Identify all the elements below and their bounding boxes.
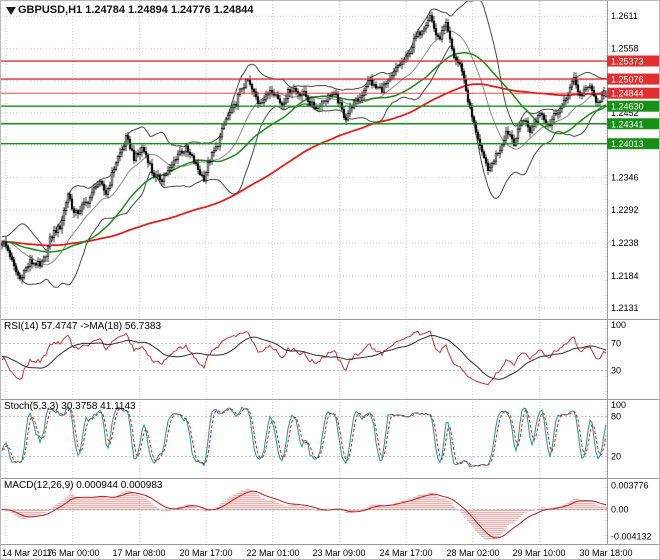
indicator-axis-tick: 0.00	[611, 505, 629, 515]
indicator-axis-tick: -0.004132	[611, 531, 652, 541]
price-badge-label: 1.25076	[611, 75, 644, 85]
price-badge-label: 1.24844	[611, 89, 644, 99]
indicator-axis-tick: 30	[611, 366, 621, 376]
time-axis-label: 24 Mar 17:00	[379, 548, 433, 558]
macd-pane[interactable]: 0.003776 0.00 -0.004132	[1, 478, 660, 544]
chart-marker-icon	[6, 7, 16, 15]
time-axis-label: 17 Mar 08:00	[112, 548, 166, 558]
indicator-axis-tick: 100	[611, 320, 626, 330]
price-badge-support	[607, 138, 659, 150]
macd-signal-line	[1, 490, 607, 539]
macd-histogram	[1, 488, 607, 540]
time-axis-label: 22 Mar 01:00	[246, 548, 300, 558]
time-axis-label: 30 Mar 18:00	[579, 548, 633, 558]
fast-ma-line	[2, 52, 607, 253]
candles-bullish	[1, 15, 607, 280]
bollinger-upper-band	[2, 1, 607, 252]
rsi-pane[interactable]: 100 70 30	[1, 319, 660, 399]
price-badge-label: 1.24630	[611, 102, 644, 112]
slow-ma-line	[1, 83, 607, 247]
price-axis-tick: 1.2184	[611, 271, 639, 281]
time-axis-label: 14 Mar 2017	[2, 548, 53, 558]
price-badge-support	[607, 118, 659, 130]
price-badge-label: 1.24341	[611, 119, 644, 129]
price-axis-tick: 1.2292	[611, 205, 639, 215]
price-axis-tick: 1.2238	[611, 238, 639, 248]
price-badge-label: 1.25373	[611, 57, 644, 67]
price-axis-tick: 1.2558	[611, 43, 639, 53]
indicator-axis-tick: 70	[611, 338, 621, 348]
rsi-ma-line	[2, 334, 607, 380]
price-badge-label: 1.24013	[611, 139, 644, 149]
time-axis-label: 16 Mar 00:00	[46, 548, 100, 558]
time-axis-label: 29 Mar 10:00	[512, 548, 566, 558]
indicator-axis-tick: 80	[611, 411, 621, 421]
price-badge-support	[607, 100, 659, 112]
price-badge-resistance	[607, 73, 659, 85]
price-badge-bid	[607, 87, 659, 99]
price-axis-tick: 1.2131	[611, 303, 639, 313]
candles-bearish	[4, 15, 600, 280]
indicator-axis-tick: 100	[611, 400, 626, 410]
stochastic-main-line	[1, 406, 607, 468]
indicator-axis-tick: 20	[611, 452, 621, 462]
time-axis[interactable]: 14 Mar 2017 16 Mar 00:00 17 Mar 08:00 20 Ma…	[1, 544, 659, 559]
price-axis-tick: 1.2452	[611, 108, 639, 118]
time-axis-label: 20 Mar 17:00	[179, 548, 233, 558]
price-axis-tick: 1.2346	[611, 172, 639, 182]
price-axis-tick: 1.2611	[611, 11, 638, 21]
indicator-axis-tick: 0.003776	[611, 480, 649, 490]
main-chart-pane[interactable]: 1.2611 1.2558 1.2452 1.2346 1.2292 1.2238 1.21…	[1, 1, 660, 319]
price-badge-resistance	[607, 55, 659, 67]
bollinger-lower-band	[2, 45, 607, 288]
time-axis-label: 23 Mar 09:00	[312, 548, 366, 558]
time-axis-label: 28 Mar 02:00	[446, 548, 500, 558]
bollinger-middle-band	[1, 30, 607, 266]
rsi-line	[1, 330, 607, 386]
